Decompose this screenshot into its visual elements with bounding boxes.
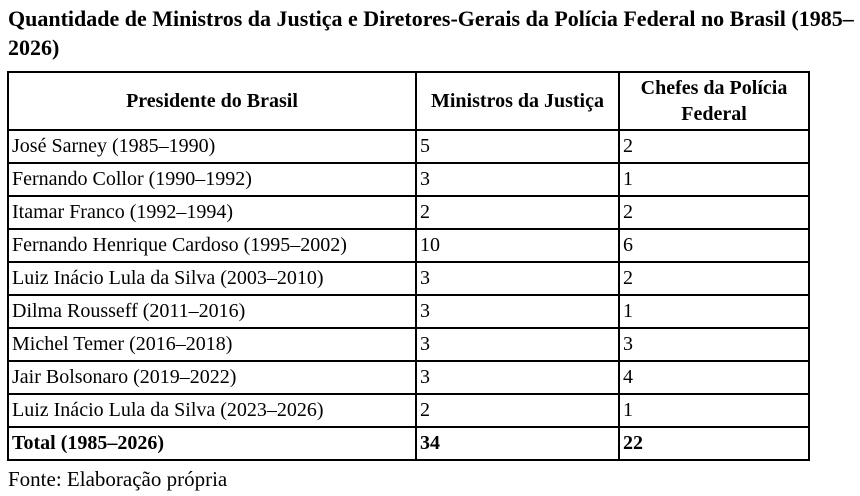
justice-ministers-cell: 3 (415, 327, 620, 362)
table-row: Jair Bolsonaro (2019–2022) 3 4 (7, 360, 810, 395)
table-row: Dilma Rousseff (2011–2016) 3 1 (7, 294, 810, 329)
pf-chiefs-cell: 2 (618, 129, 810, 164)
president-cell: Itamar Franco (1992–1994) (7, 195, 417, 230)
pf-chiefs-cell: 4 (618, 360, 810, 395)
pf-chiefs-cell: 6 (618, 228, 810, 263)
page-title: Quantidade de Ministros da Justiça e Dir… (8, 6, 854, 60)
justice-ministers-cell: 2 (415, 195, 620, 230)
president-cell: Fernando Henrique Cardoso (1995–2002) (7, 228, 417, 263)
table-row: Fernando Collor (1990–1992) 3 1 (7, 162, 810, 197)
table-row: Itamar Franco (1992–1994) 2 2 (7, 195, 810, 230)
table-header: Presidente do Brasil Ministros da Justiç… (7, 71, 810, 131)
header-row: Presidente do Brasil Ministros da Justiç… (7, 71, 810, 131)
column-header-justice-ministers: Ministros da Justiça (415, 71, 620, 131)
justice-ministers-cell: 3 (415, 360, 620, 395)
total-label-cell: Total (1985–2026) (7, 426, 417, 461)
table-row: José Sarney (1985–1990) 5 2 (7, 129, 810, 164)
total-pf-chiefs-cell: 22 (618, 426, 810, 461)
table-body: José Sarney (1985–1990) 5 2 Fernando Col… (7, 129, 810, 461)
president-cell: Jair Bolsonaro (2019–2022) (7, 360, 417, 395)
ministers-chiefs-table: Presidente do Brasil Ministros da Justiç… (7, 71, 810, 461)
table-row: Luiz Inácio Lula da Silva (2023–2026) 2 … (7, 393, 810, 428)
justice-ministers-cell: 5 (415, 129, 620, 164)
justice-ministers-cell: 3 (415, 294, 620, 329)
pf-chiefs-cell: 2 (618, 195, 810, 230)
column-header-pf-chiefs: Chefes da Polícia Federal (618, 71, 810, 131)
source-note: Fonte: Elaboração própria (8, 467, 228, 491)
justice-ministers-cell: 3 (415, 162, 620, 197)
president-cell: José Sarney (1985–1990) (7, 129, 417, 164)
table-row: Luiz Inácio Lula da Silva (2003–2010) 3 … (7, 261, 810, 296)
president-cell: Dilma Rousseff (2011–2016) (7, 294, 417, 329)
column-header-president: Presidente do Brasil (7, 71, 417, 131)
pf-chiefs-cell: 3 (618, 327, 810, 362)
pf-chiefs-cell: 1 (618, 393, 810, 428)
justice-ministers-cell: 3 (415, 261, 620, 296)
president-cell: Fernando Collor (1990–1992) (7, 162, 417, 197)
total-row: Total (1985–2026) 34 22 (7, 426, 810, 461)
pf-chiefs-cell: 1 (618, 294, 810, 329)
pf-chiefs-cell: 2 (618, 261, 810, 296)
president-cell: Luiz Inácio Lula da Silva (2023–2026) (7, 393, 417, 428)
president-cell: Luiz Inácio Lula da Silva (2003–2010) (7, 261, 417, 296)
total-justice-ministers-cell: 34 (415, 426, 620, 461)
president-cell: Michel Temer (2016–2018) (7, 327, 417, 362)
table-row: Fernando Henrique Cardoso (1995–2002) 10… (7, 228, 810, 263)
justice-ministers-cell: 2 (415, 393, 620, 428)
pf-chiefs-cell: 1 (618, 162, 810, 197)
justice-ministers-cell: 10 (415, 228, 620, 263)
table-row: Michel Temer (2016–2018) 3 3 (7, 327, 810, 362)
